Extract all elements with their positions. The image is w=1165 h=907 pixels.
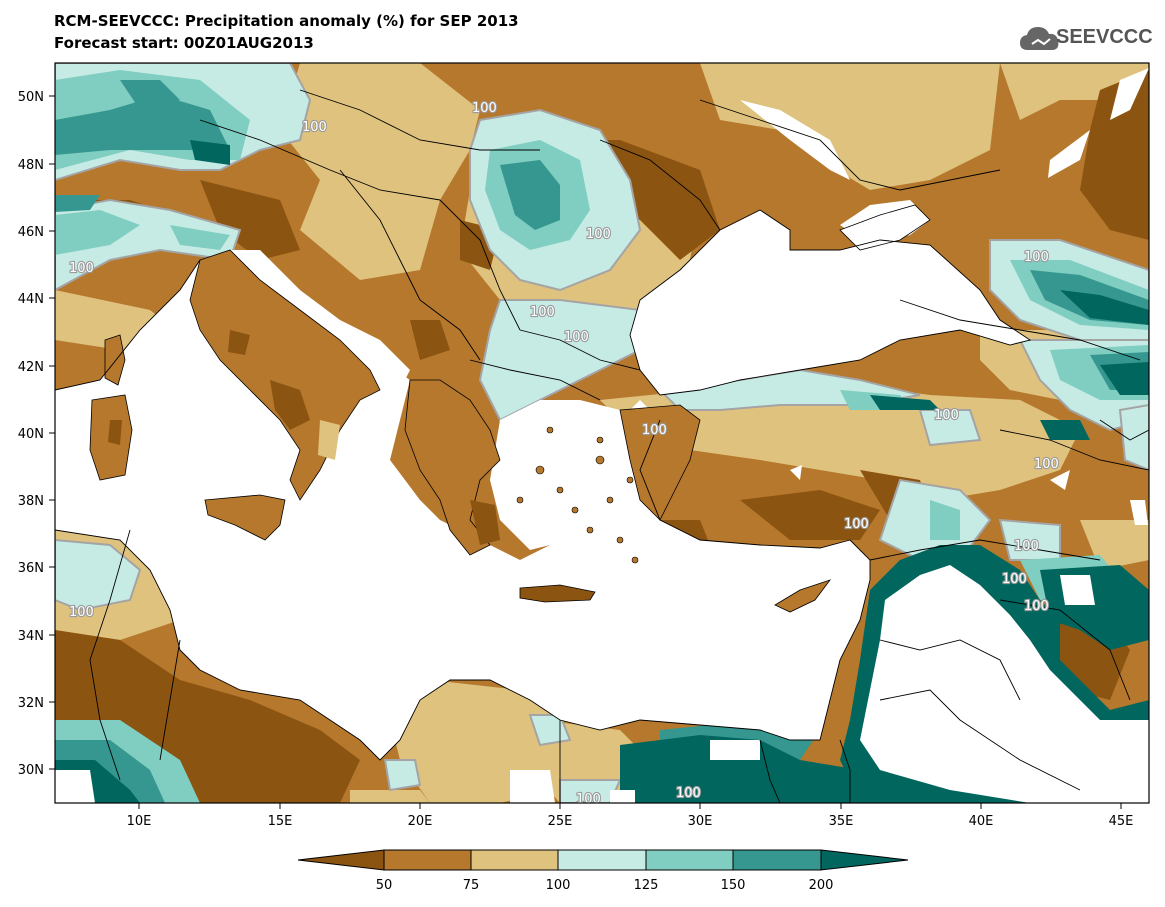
colorbar-labels: 50 75 100 125 150 200 (376, 878, 834, 893)
colorbar-segment-50-75 (383, 849, 472, 871)
lon-tick-label: 40E (969, 814, 994, 829)
chart-title: RCM-SEEVCCC: Precipitation anomaly (%) f… (54, 12, 519, 30)
lat-tick-label: 38N (18, 494, 44, 509)
contour-label-100: 100 (642, 423, 667, 438)
colorbar-label: 200 (809, 878, 834, 893)
lat-tick-marks (49, 95, 55, 770)
colorbar-label: 50 (376, 878, 393, 893)
contour-label-100: 100 (1014, 539, 1039, 554)
lat-tick-label: 34N (18, 629, 44, 644)
lat-tick-label: 44N (18, 292, 44, 307)
colorbar-segment-150-200 (732, 849, 822, 871)
black-sea (630, 210, 1030, 395)
lon-tick-label: 45E (1109, 814, 1134, 829)
colorbar-segment-above-200 (820, 849, 909, 871)
lat-tick-labels: 50N 48N 46N 44N 42N 40N 38N 36N 34N 32N … (18, 90, 44, 778)
lon-tick-label: 20E (408, 814, 433, 829)
lat-tick-label: 42N (18, 360, 44, 375)
contour-label-100: 100 (934, 408, 959, 423)
cloud-icon (1020, 27, 1059, 50)
colorbar-segment-75-100 (470, 849, 559, 871)
colorbar-label: 100 (546, 878, 571, 893)
lon-tick-label: 15E (268, 814, 293, 829)
contour-label-100: 100 (1002, 572, 1027, 587)
contour-label-100: 100 (472, 101, 497, 116)
lat-tick-label: 50N (18, 90, 44, 105)
colorbar-segment-100-125 (557, 849, 647, 871)
forecast-start-label: Forecast start: 00Z01AUG2013 (54, 34, 314, 52)
map-field: 100 100 100 100 100 100 100 100 100 100 … (55, 63, 1149, 807)
contour-label-100: 100 (586, 227, 611, 242)
contour-label-100: 100 (1024, 599, 1049, 614)
tyrrhenian-sea (130, 330, 320, 490)
contour-label-100: 100 (69, 261, 94, 276)
logo-text: SEEVCCC (1056, 26, 1153, 48)
colorbar (297, 849, 909, 871)
contour-label-100: 100 (1024, 250, 1049, 265)
masked-area (55, 68, 1149, 803)
lon-tick-label: 30E (688, 814, 713, 829)
aegean-sea (490, 400, 640, 550)
lat-tick-label: 40N (18, 427, 44, 442)
lon-tick-label: 25E (548, 814, 573, 829)
contour-label-100: 100 (676, 786, 701, 801)
lon-tick-labels: 10E 15E 20E 25E 30E 35E 40E 45E (127, 814, 1134, 829)
adriatic-sea (230, 250, 410, 390)
lat-tick-label: 32N (18, 696, 44, 711)
colorbar-segment-125-150 (645, 849, 734, 871)
lat-tick-label: 30N (18, 763, 44, 778)
contour-label-100: 100 (564, 330, 589, 345)
lat-tick-label: 46N (18, 225, 44, 240)
contour-label-100: 100 (1034, 457, 1059, 472)
coastlines-borders (55, 89, 1149, 803)
contour-label-100: 100 (844, 517, 869, 532)
colorbar-label: 125 (634, 878, 659, 893)
contour-label-100: 100 (69, 605, 94, 620)
contour-label-100: 100 (576, 792, 601, 807)
contour-label-100: 100 (530, 305, 555, 320)
colorbar-label: 75 (463, 878, 480, 893)
lat-tick-label: 36N (18, 561, 44, 576)
lon-tick-label: 35E (829, 814, 854, 829)
islands (89, 204, 931, 613)
colorbar-segment-below-50 (297, 849, 385, 871)
colorbar-label: 150 (721, 878, 746, 893)
contour-labels: 100 100 100 100 100 100 100 100 100 100 … (68, 100, 1060, 807)
lon-tick-marks (138, 803, 1122, 809)
contour-label-100: 100 (302, 120, 327, 135)
lon-tick-label: 10E (127, 814, 152, 829)
lat-tick-label: 48N (18, 158, 44, 173)
